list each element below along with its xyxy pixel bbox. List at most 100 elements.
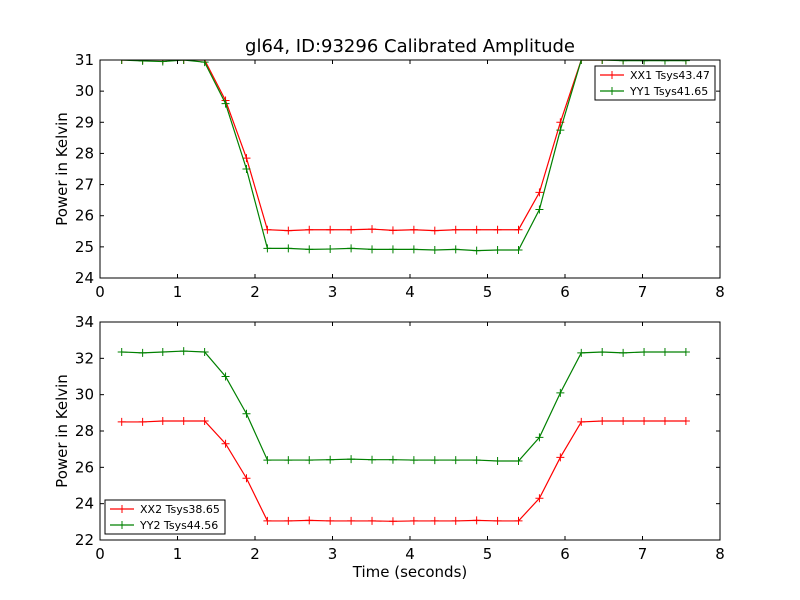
data-point [493, 245, 502, 254]
series-2 [117, 347, 690, 465]
data-point [138, 417, 147, 426]
data-point [514, 225, 523, 234]
data-point [368, 245, 377, 254]
data-point [117, 417, 126, 426]
data-point [472, 516, 481, 525]
data-point [430, 245, 439, 254]
data-point [681, 60, 690, 65]
legend-marker [608, 87, 616, 95]
data-point [556, 388, 565, 397]
data-point [305, 225, 314, 234]
data-point [388, 517, 397, 526]
data-point [347, 244, 356, 253]
y-tick-label: 30 [75, 386, 94, 404]
series-1 [117, 60, 690, 235]
data-point [577, 348, 586, 357]
data-point [430, 516, 439, 525]
y-tick-label: 32 [75, 349, 94, 367]
data-point [619, 417, 628, 426]
data-point [598, 417, 607, 426]
data-point [242, 154, 251, 163]
y-tick-label: 31 [75, 51, 94, 69]
data-point [200, 60, 209, 67]
data-point [493, 225, 502, 234]
data-point [305, 456, 314, 465]
x-tick-label: 2 [250, 545, 260, 563]
x-tick-label: 6 [560, 545, 570, 563]
data-point [660, 60, 669, 65]
data-point [577, 417, 586, 426]
y-tick-label: 28 [75, 422, 94, 440]
series-1 [117, 417, 690, 526]
data-point [200, 417, 209, 426]
data-point [493, 516, 502, 525]
y-axis-label: Power in Kelvin [53, 374, 71, 488]
series-line [121, 60, 686, 232]
legend-box [104, 499, 226, 535]
data-point [388, 455, 397, 464]
data-point [368, 516, 377, 525]
data-point [284, 516, 293, 525]
y-tick-label: 26 [75, 458, 94, 476]
top-panel: 0 1 2 3 4 5 6 7 8 24 25 26 27 28 29 30 31 Power in Kelvin… [53, 51, 725, 301]
y-tick-label: 25 [75, 238, 94, 256]
data-point [263, 456, 272, 465]
y-tick-label: 34 [75, 313, 94, 331]
data-point [598, 60, 607, 64]
data-point [619, 60, 628, 65]
x-tick-label: 1 [173, 283, 183, 301]
data-point [514, 516, 523, 525]
data-point [158, 60, 167, 66]
y-tick-label: 26 [75, 207, 94, 225]
data-point [451, 456, 460, 465]
x-tick-label: 5 [483, 283, 493, 301]
data-point [535, 205, 544, 214]
x-tick-label: 4 [405, 283, 415, 301]
y-tick-label: 30 [75, 82, 94, 100]
data-point [305, 245, 314, 254]
data-point [556, 453, 565, 462]
data-point [388, 245, 397, 254]
data-point [472, 225, 481, 234]
series-line [121, 350, 686, 462]
data-point [681, 417, 690, 426]
data-point [451, 516, 460, 525]
data-point [263, 516, 272, 525]
x-tick-label: 6 [560, 283, 570, 301]
data-point [179, 417, 188, 426]
x-tick-label: 4 [405, 545, 415, 563]
data-point [640, 417, 649, 426]
x-tick-label: 7 [638, 283, 648, 301]
data-point [660, 347, 669, 356]
data-point [514, 456, 523, 465]
data-point [347, 455, 356, 464]
x-tick-label: 3 [328, 545, 338, 563]
data-point [409, 245, 418, 254]
y-axis-label: Power in Kelvin [53, 112, 71, 226]
data-point [242, 474, 251, 483]
data-point [284, 226, 293, 235]
data-point [535, 188, 544, 197]
x-tick-label: 5 [483, 545, 493, 563]
legend-marker [608, 71, 616, 79]
data-point [158, 347, 167, 356]
data-point [472, 456, 481, 465]
data-point [409, 516, 418, 525]
data-point [430, 456, 439, 465]
data-point [263, 244, 272, 253]
data-point [158, 417, 167, 426]
x-tick-label: 8 [715, 283, 725, 301]
data-point [263, 225, 272, 234]
data-point [472, 246, 481, 255]
data-point [221, 372, 230, 381]
x-tick-label: 0 [95, 283, 105, 301]
data-point [368, 225, 377, 234]
data-point [409, 225, 418, 234]
data-point [451, 245, 460, 254]
data-point [535, 494, 544, 503]
y-tick-label: 22 [75, 531, 94, 549]
legend-label: YY2 Tsys44.56 [139, 519, 218, 532]
legend-label: YY1 Tsys41.65 [629, 85, 708, 98]
data-point [640, 60, 649, 65]
y-tick-label: 24 [75, 269, 94, 287]
